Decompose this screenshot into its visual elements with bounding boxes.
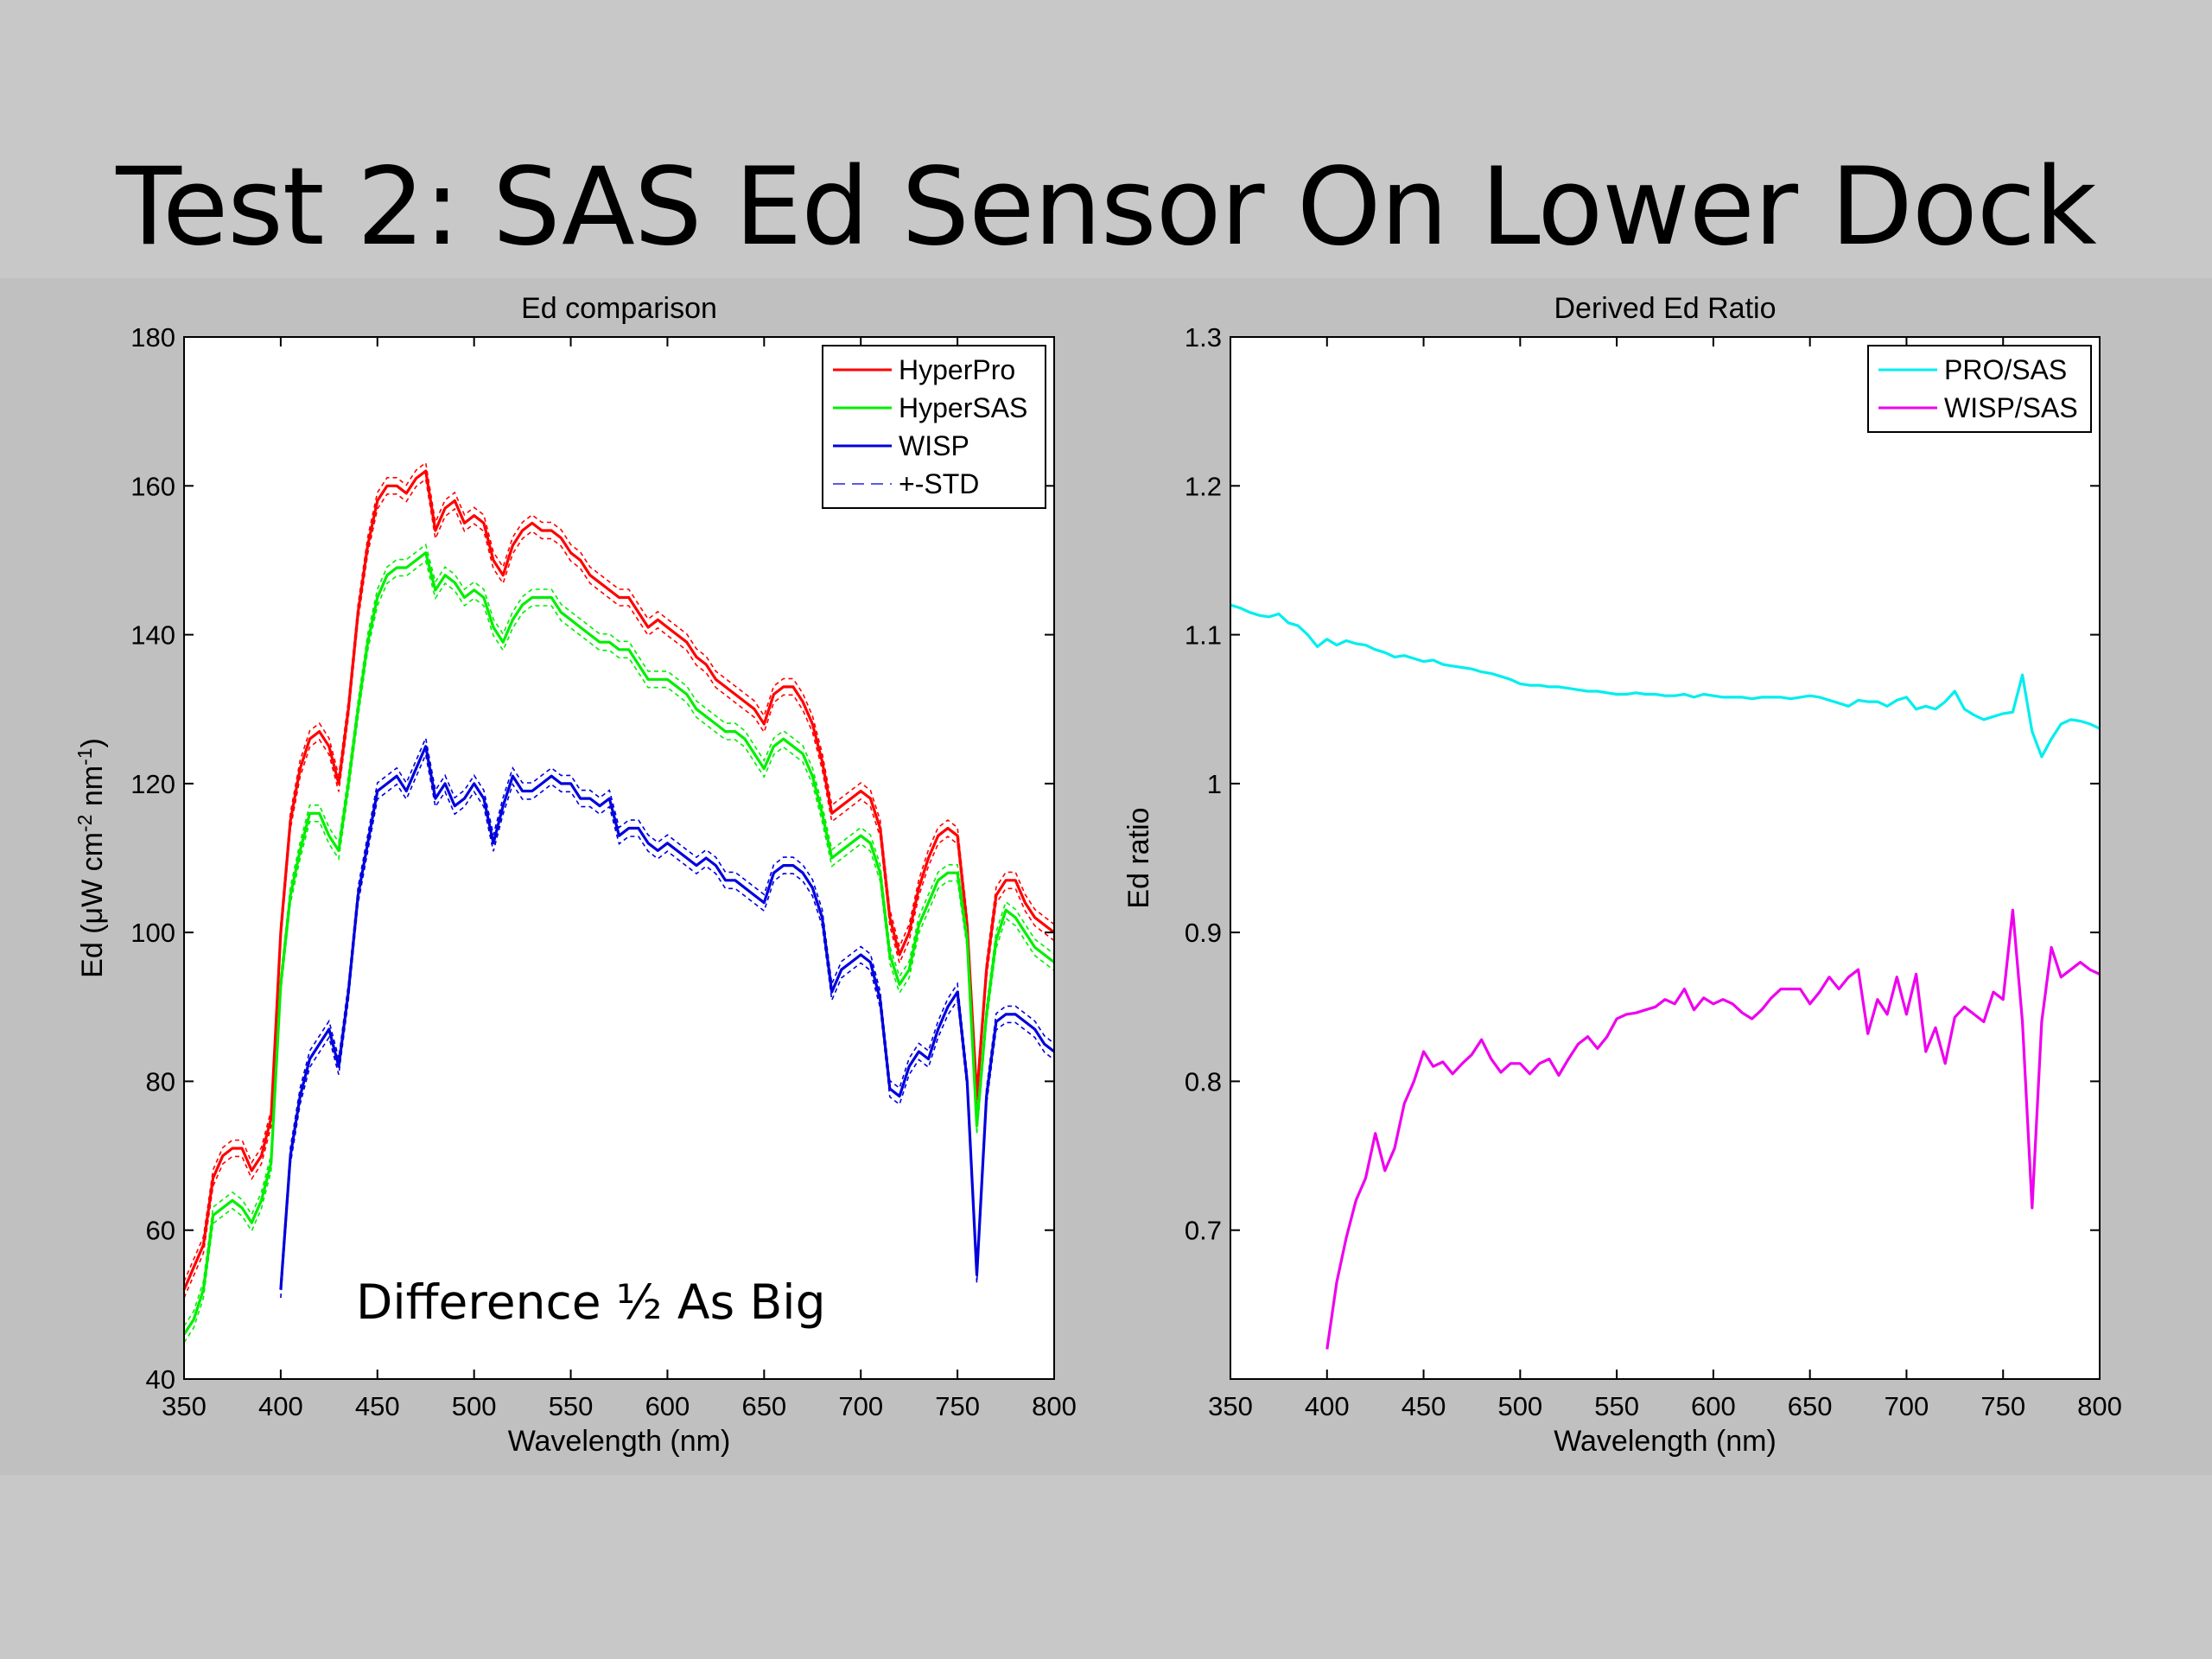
series-line-hyperpro [182,469,1055,1291]
y-axis-label-part: Ed ( [76,924,109,978]
y-tick-label: 60 [146,1216,175,1246]
y-axis-label-part: W cm [76,832,109,907]
y-axis-label-part: ) [76,738,109,747]
y-tick-label: 0.7 [1185,1216,1222,1246]
chart-1: 350 400 450 500 550 600 650 700 750 800 40 60 80 100 1… [73,292,1077,1458]
x-tick-label: 750 [1980,1391,2025,1421]
x-tick-label: 350 [162,1391,207,1421]
y-axis-label-part: μ [76,907,109,925]
y-tick-label: 140 [130,620,175,651]
y-tick-label: 80 [146,1066,175,1096]
y-axis-label-part: nm [76,766,109,815]
chart-title: Derived Ed Ratio [1554,292,1776,325]
x-axis-label: Wavelength (nm) [1554,1425,1777,1458]
legend-box [1867,345,2092,433]
legend-label: WISP [899,430,969,461]
plot-area [184,337,1054,1379]
y-tick-label: 160 [130,471,175,501]
series-line-wisp [279,745,1055,1290]
x-tick-label: 600 [645,1391,690,1421]
y-tick-label: 0.8 [1185,1066,1222,1096]
std-band-line [183,461,1055,1282]
legend-label: HyperSAS [899,392,1027,423]
legend-label: WISP/SAS [1944,392,2078,423]
x-tick-label: 650 [741,1391,786,1421]
x-tick-label: 650 [1788,1391,1833,1421]
axes-frame [183,336,1055,1380]
series-line-pro-sas [1230,603,2101,759]
axes-frame [1230,336,2101,1380]
y-axis-label-part: -1 [73,747,96,765]
x-tick-label: 750 [935,1391,980,1421]
y-tick-label: 100 [130,918,175,948]
chart-2: 350 400 450 500 550 600 650 700 750 800 0.7 0.8 0.9 1… [1122,292,2122,1458]
std-band-line [183,559,1055,1344]
x-tick-label: 550 [549,1391,594,1421]
legend-label: PRO/SAS [1944,354,2067,385]
x-tick-label: 350 [1208,1391,1253,1421]
plot-area [1230,337,2100,1379]
y-tick-label: 1.2 [1185,471,1222,501]
x-tick-label: 400 [1305,1391,1350,1421]
x-tick-label: 450 [355,1391,400,1421]
x-tick-label: 500 [1497,1391,1542,1421]
annotation-text: Difference ½ As Big [356,1274,826,1330]
y-axis-label: Ed (μW cm-2 nm-1) [73,738,109,978]
legend-label: HyperPro [899,354,1015,385]
legend-box [822,345,1046,509]
std-band-line [280,752,1055,1299]
x-tick-label: 800 [1032,1391,1077,1421]
x-tick-label: 700 [838,1391,883,1421]
std-band-line [183,478,1055,1299]
std-band-line [183,543,1055,1327]
std-band-line [280,735,1055,1282]
y-tick-label: 120 [130,769,175,799]
y-tick-label: 1 [1207,769,1222,799]
legend: HyperPro HyperSAS WISP +-STD [822,345,1046,509]
y-axis-label-part: -2 [73,815,96,832]
x-tick-label: 400 [258,1391,303,1421]
y-tick-label: 180 [130,322,175,353]
y-tick-label: 40 [146,1364,175,1395]
x-axis-label: Wavelength (nm) [508,1425,731,1458]
legend: PRO/SAS WISP/SAS [1867,345,2092,433]
chart-title: Ed comparison [521,292,717,325]
series-line-wisp-sas [1325,908,2101,1350]
y-tick-label: 1.1 [1185,620,1222,651]
x-tick-label: 500 [452,1391,497,1421]
x-tick-label: 700 [1885,1391,1929,1421]
y-tick-label: 1.3 [1185,322,1222,353]
slide-title: Test 2: SAS Ed Sensor On Lower Dock [116,145,2096,270]
series-line-hypersas [182,551,1055,1336]
x-tick-label: 550 [1594,1391,1639,1421]
legend-label: +-STD [899,468,979,499]
x-tick-label: 600 [1691,1391,1736,1421]
y-axis-label: Ed ratio [1122,807,1155,908]
x-tick-label: 450 [1402,1391,1446,1421]
y-tick-label: 0.9 [1185,918,1222,948]
x-tick-label: 800 [2077,1391,2122,1421]
